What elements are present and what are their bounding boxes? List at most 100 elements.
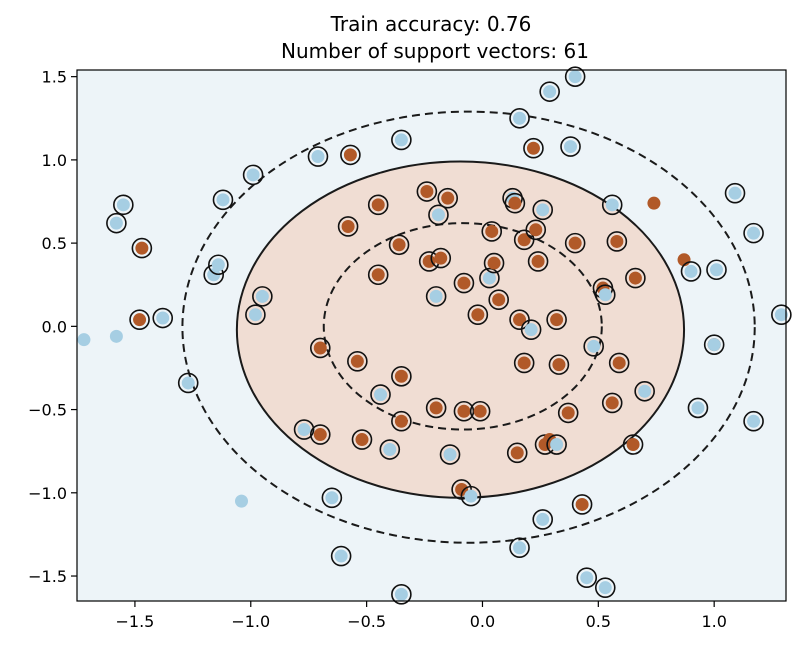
class0-point [709,263,723,277]
support-vector-ring [608,352,630,374]
class1-point [350,354,364,368]
class1-point [371,268,385,282]
support-vector-ring [481,221,503,242]
support-vector-ring [532,199,554,221]
class1-point [457,276,471,290]
support-vector-ring [351,429,373,450]
class1-point [429,401,443,415]
support-vector-ring [564,232,586,254]
y-axis: −1.5 −1.0 −0.5 0.0 0.5 1.0 1.5 [28,68,77,586]
support-vector-ring [391,129,412,151]
class0-point [543,85,557,99]
class0-point [216,193,230,207]
support-vector-ring [680,261,702,282]
support-vector-ring [425,397,447,419]
support-vector-ring [131,237,153,259]
support-vector-ring [252,286,273,307]
class0-point [564,140,578,154]
support-vector-ring [106,212,127,234]
class1-region [236,161,685,498]
support-vector-ring [548,354,570,375]
outer-margin-contour [181,110,756,544]
chart-subtitle: Number of support vectors: 61 [281,39,589,63]
x-tick-label: 0.5 [586,612,611,631]
support-vector-ring [706,259,727,281]
support-vector-ring [347,351,368,372]
class1-point [487,256,501,270]
support-vector-ring [583,336,604,357]
class0-point [513,111,527,125]
class1-point [550,313,564,327]
support-vector-ring [416,181,438,202]
class0-point [598,288,612,302]
class0-point [235,494,249,508]
support-vector-ring [367,194,389,216]
support-vector-ring [340,144,361,166]
support-vector-ring [546,309,567,330]
support-vector-ring [743,222,764,244]
class1-point [457,404,471,418]
support-vector-ring [743,410,764,432]
support-vector-ring [330,545,352,567]
support-vector-ring [560,136,581,157]
inner-margin-contour [322,222,603,431]
class1-point [568,236,582,250]
support-vector-ring [467,304,489,325]
class0-point [325,491,339,505]
support-vector-ring [771,304,792,325]
y-tick-label: −1.5 [28,567,67,586]
support-vector-ring [523,137,544,159]
support-vector-ring [321,487,343,509]
class0-point [443,448,457,462]
support-vector-ring [208,254,229,276]
class1-point [473,404,487,418]
class0-point [747,414,761,428]
support-vector-ring [527,251,549,272]
class1-point [647,196,661,210]
class0-point [638,384,652,398]
support-vector-ring [437,187,459,209]
class0-point [383,443,397,457]
support-vector-ring [525,219,547,241]
y-tick-label: −1.0 [28,484,67,503]
support-vector-ring [576,567,598,588]
support-vector-ring [152,307,174,329]
support-vector-ring [634,380,655,402]
class0-point [116,198,130,212]
class1-point [434,251,448,265]
y-tick-label: 0.0 [42,317,67,336]
support-vector-ring [425,286,447,307]
class0-point [374,388,388,402]
class1-point [628,271,642,285]
x-tick-label: −1.5 [115,612,154,631]
class0-point [297,423,311,437]
support-vector-ring [532,509,554,530]
support-vector-ring [460,485,482,507]
class1-point [133,313,147,327]
support-vector-ring [439,444,461,465]
class1-point [355,433,369,447]
class1-point [517,356,531,370]
class1-point [471,308,485,322]
class0-point [248,308,262,322]
class0-point [513,541,527,555]
class0-point [255,289,269,303]
support-vector-ring [594,577,616,598]
class0-point [464,489,478,503]
y-tick-label: 0.5 [42,234,67,253]
axes-frame [76,69,787,602]
class0-point [568,70,582,84]
y-tick-label: −0.5 [28,401,67,420]
class1-point [561,406,575,420]
class1-point [492,293,506,307]
class0-point [580,571,594,585]
class1-point [371,198,385,212]
class0-point [211,258,225,272]
class0-point [598,581,612,595]
class1-point [612,356,626,370]
data-points [77,66,792,605]
x-axis: −1.5 −1.0 −0.5 0.0 0.5 1.0 [115,601,727,631]
support-vector-ring [687,397,709,419]
class1-point [420,185,434,199]
